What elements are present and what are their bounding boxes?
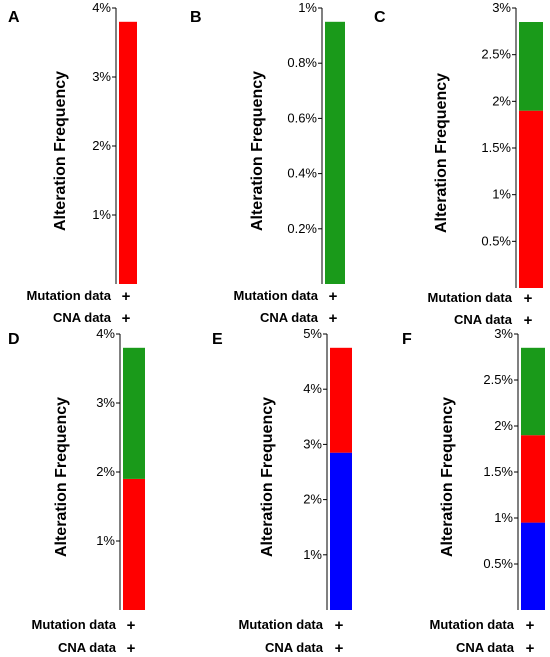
panel-a-mutation-data-label: Mutation data bbox=[27, 288, 112, 303]
panel-f-mutation-data-mark: + bbox=[526, 617, 535, 634]
panel-c-tick-label-6: 3% bbox=[492, 0, 511, 15]
panel-f-tick-label-2: 1% bbox=[494, 510, 513, 525]
panel-b: B 0.2% 0.4% 0.6% 0.8% 1% Alteration Frequency M… bbox=[190, 0, 345, 327]
panel-e-tick-label-4: 4% bbox=[303, 381, 322, 396]
panel-b-letter: B bbox=[190, 9, 202, 26]
panel-f-tick-label-1: 0.5% bbox=[483, 556, 513, 571]
panel-e-bar-segment-2 bbox=[330, 347, 352, 453]
panel-c-cna-data-mark: + bbox=[524, 312, 533, 329]
panel-f-bar-segment-1 bbox=[521, 522, 545, 610]
panel-f-cna-data-mark: + bbox=[526, 640, 535, 657]
panel-f-tick-label-4: 2% bbox=[494, 418, 513, 433]
panel-a-tick-label-1: 1% bbox=[92, 207, 111, 222]
panel-a-letter: A bbox=[8, 9, 20, 26]
panel-d-cna-data-label: CNA data bbox=[58, 640, 117, 655]
panel-a-mutation-data-mark: + bbox=[122, 288, 131, 305]
panel-b-mutation-data-label: Mutation data bbox=[234, 288, 319, 303]
panel-c: C 0.5% 1% 1.5% 2% 2.5% 3% Alteration Frequency M… bbox=[374, 0, 543, 329]
panel-c-bar-segment-1 bbox=[519, 110, 543, 289]
panel-f-tick-label-6: 3% bbox=[494, 326, 513, 341]
panel-c-y-axis-title: Alteration Frequency bbox=[433, 73, 450, 233]
panel-d-tick-label-4: 4% bbox=[96, 326, 115, 341]
panel-b-y-axis-title: Alteration Frequency bbox=[249, 71, 266, 231]
panel-a-tick-label-2: 2% bbox=[92, 138, 111, 153]
panel-e-tick-label-2: 2% bbox=[303, 492, 322, 507]
panel-c-tick-label-2: 1% bbox=[492, 187, 511, 202]
panel-b-tick-label-1: 0.2% bbox=[287, 221, 317, 236]
panel-b-tick-label-2: 0.4% bbox=[287, 166, 317, 181]
panel-c-tick-label-3: 1.5% bbox=[481, 140, 511, 155]
panel-b-cna-data-label: CNA data bbox=[260, 310, 319, 325]
panel-d-bar-segment-2 bbox=[123, 347, 145, 479]
panel-c-mutation-data-label: Mutation data bbox=[428, 290, 513, 305]
panel-e-bar-segment-1 bbox=[330, 452, 352, 610]
panel-d-tick-label-3: 3% bbox=[96, 395, 115, 410]
panel-b-tick-label-4: 0.8% bbox=[287, 55, 317, 70]
panel-a-bar-segment-1 bbox=[119, 21, 137, 285]
panel-e-tick-label-1: 1% bbox=[303, 547, 322, 562]
panel-e-letter: E bbox=[212, 331, 223, 348]
panel-f-tick-label-3: 1.5% bbox=[483, 464, 513, 479]
panel-d-letter: D bbox=[8, 331, 20, 348]
panel-b-tick-label-5: 1% bbox=[298, 0, 317, 15]
panel-a-tick-label-4: 4% bbox=[92, 0, 111, 15]
panel-f-tick-label-5: 2.5% bbox=[483, 372, 513, 387]
panel-f-mutation-data-label: Mutation data bbox=[430, 617, 515, 632]
panel-d: D 1% 2% 3% 4% Alteration Frequency Mutation da… bbox=[8, 326, 145, 657]
panel-c-tick-label-1: 0.5% bbox=[481, 233, 511, 248]
panel-e-cna-data-mark: + bbox=[335, 640, 344, 657]
panel-d-y-axis-title: Alteration Frequency bbox=[53, 397, 70, 557]
panel-c-mutation-data-mark: + bbox=[524, 290, 533, 307]
panel-a-tick-label-3: 3% bbox=[92, 69, 111, 84]
panel-c-cna-data-label: CNA data bbox=[454, 312, 513, 327]
panel-a-y-axis-title: Alteration Frequency bbox=[52, 71, 69, 231]
panel-a-cna-data-label: CNA data bbox=[53, 310, 112, 325]
panel-e-mutation-data-label: Mutation data bbox=[239, 617, 324, 632]
panel-e: E 1% 2% 3% 4% 5% Alteration Frequency Mutation … bbox=[212, 326, 352, 657]
panel-f-letter: F bbox=[402, 331, 412, 348]
panel-b-cna-data-mark: + bbox=[329, 310, 338, 327]
panel-e-y-axis-title: Alteration Frequency bbox=[259, 397, 276, 557]
panel-f-bar-segment-2 bbox=[521, 435, 545, 523]
panel-b-bar-segment-1 bbox=[325, 21, 345, 285]
panel-d-mutation-data-label: Mutation data bbox=[32, 617, 117, 632]
panel-c-tick-label-5: 2.5% bbox=[481, 47, 511, 62]
panel-f-bar-segment-3 bbox=[521, 347, 545, 436]
panel-a: A 1% 2% 3% 4% Alteration Frequency Mutation da… bbox=[8, 0, 137, 327]
panel-b-tick-label-3: 0.6% bbox=[287, 110, 317, 125]
panel-e-tick-label-5: 5% bbox=[303, 326, 322, 341]
panel-c-bar-segment-2 bbox=[519, 22, 543, 111]
panel-c-tick-label-4: 2% bbox=[492, 93, 511, 108]
panel-f: F 0.5% 1% 1.5% 2% 2.5% 3% Alteration Frequency M… bbox=[402, 326, 545, 657]
panel-c-letter: C bbox=[374, 9, 386, 26]
panel-d-bar-segment-1 bbox=[123, 478, 145, 610]
panel-a-cna-data-mark: + bbox=[122, 310, 131, 327]
panel-d-tick-label-2: 2% bbox=[96, 464, 115, 479]
panel-f-y-axis-title: Alteration Frequency bbox=[439, 397, 456, 557]
panel-d-tick-label-1: 1% bbox=[96, 533, 115, 548]
panel-e-mutation-data-mark: + bbox=[335, 617, 344, 634]
panel-d-cna-data-mark: + bbox=[127, 640, 136, 657]
panel-e-cna-data-label: CNA data bbox=[265, 640, 324, 655]
panel-e-tick-label-3: 3% bbox=[303, 436, 322, 451]
panel-b-mutation-data-mark: + bbox=[329, 288, 338, 305]
panel-f-cna-data-label: CNA data bbox=[456, 640, 515, 655]
panel-d-mutation-data-mark: + bbox=[127, 617, 136, 634]
